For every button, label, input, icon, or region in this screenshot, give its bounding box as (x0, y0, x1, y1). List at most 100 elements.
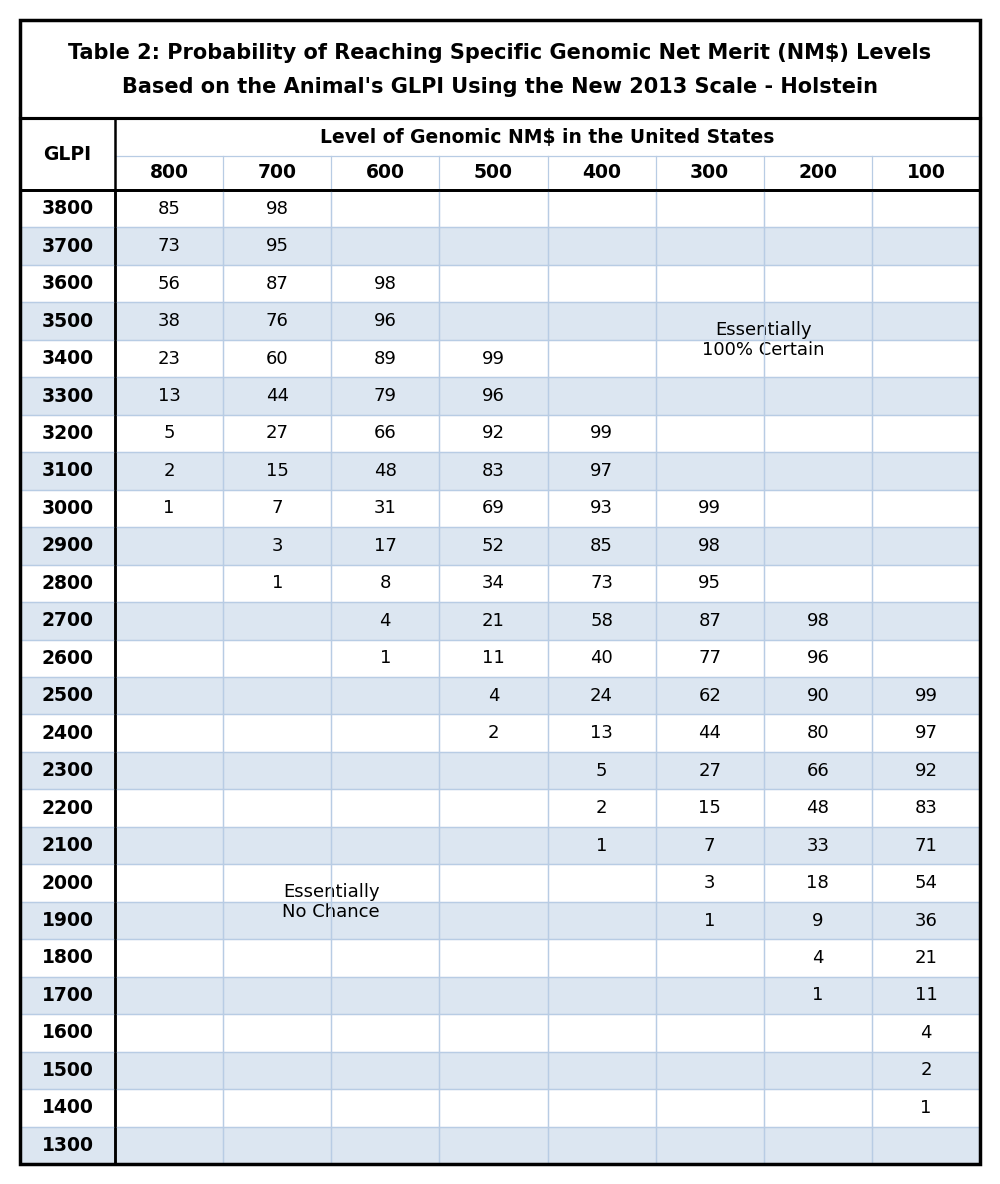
Bar (872, 565, 980, 603)
Bar (548, 189, 656, 227)
Bar (548, 565, 656, 603)
Bar (223, 378, 331, 414)
Text: 2500: 2500 (42, 687, 94, 706)
Text: 69: 69 (482, 500, 505, 517)
Text: Table 2: Probability of Reaching Specific Genomic Net Merit (NM$) Levels: Table 2: Probability of Reaching Specifi… (68, 43, 932, 63)
Bar (548, 156, 656, 189)
Bar (872, 378, 980, 414)
Text: 3: 3 (704, 874, 715, 892)
Text: Essentially: Essentially (283, 882, 380, 901)
Bar (223, 227, 331, 265)
Bar (223, 714, 331, 752)
Text: Essentially: Essentially (715, 321, 812, 339)
Bar (439, 1126, 548, 1164)
Bar (331, 864, 439, 902)
Bar (764, 227, 872, 265)
Bar (764, 340, 872, 378)
Bar (548, 902, 656, 939)
Bar (20, 340, 115, 378)
Bar (115, 452, 223, 490)
Bar (439, 414, 548, 452)
Bar (223, 639, 331, 677)
Bar (115, 565, 223, 603)
Text: 33: 33 (806, 837, 829, 855)
Bar (656, 1126, 764, 1164)
Bar (331, 902, 439, 939)
Bar (331, 265, 439, 302)
Text: 79: 79 (374, 387, 397, 405)
Text: 1800: 1800 (42, 948, 93, 967)
Bar (656, 826, 764, 864)
Bar (223, 414, 331, 452)
Bar (223, 1089, 331, 1126)
Text: 2900: 2900 (41, 536, 94, 555)
Text: 1700: 1700 (42, 986, 93, 1005)
Text: 8: 8 (380, 574, 391, 592)
Bar (115, 977, 223, 1015)
Bar (331, 752, 439, 790)
Bar (872, 790, 980, 826)
Bar (872, 452, 980, 490)
Bar (331, 603, 439, 639)
Bar (548, 1089, 656, 1126)
Text: 800: 800 (150, 163, 189, 182)
Text: 71: 71 (914, 837, 937, 855)
Text: 85: 85 (590, 536, 613, 555)
Bar (764, 527, 872, 565)
Bar (764, 826, 872, 864)
Bar (764, 565, 872, 603)
Bar (656, 189, 764, 227)
Bar (872, 302, 980, 340)
Bar (764, 902, 872, 939)
Bar (548, 752, 656, 790)
Bar (656, 677, 764, 714)
Bar (115, 939, 223, 977)
Text: 99: 99 (698, 500, 721, 517)
Text: 38: 38 (158, 313, 180, 330)
Text: 66: 66 (806, 761, 829, 779)
Bar (439, 527, 548, 565)
Bar (115, 118, 980, 156)
Bar (331, 939, 439, 977)
Text: 2600: 2600 (42, 649, 94, 668)
Bar (331, 302, 439, 340)
Bar (656, 156, 764, 189)
Bar (20, 265, 115, 302)
Bar (20, 565, 115, 603)
Bar (548, 826, 656, 864)
Text: 3400: 3400 (41, 349, 94, 368)
Text: 92: 92 (482, 425, 505, 443)
Bar (223, 864, 331, 902)
Text: 44: 44 (698, 725, 721, 742)
Bar (331, 826, 439, 864)
Text: 40: 40 (590, 649, 613, 668)
Bar (20, 1015, 115, 1051)
Bar (223, 527, 331, 565)
Bar (548, 378, 656, 414)
Text: 3500: 3500 (41, 311, 94, 330)
Bar (115, 1089, 223, 1126)
Bar (20, 378, 115, 414)
Bar (656, 864, 764, 902)
Text: 2100: 2100 (42, 836, 93, 855)
Bar (764, 156, 872, 189)
Bar (656, 414, 764, 452)
Text: 21: 21 (482, 612, 505, 630)
Bar (548, 939, 656, 977)
Text: 2: 2 (163, 462, 175, 480)
Bar (20, 864, 115, 902)
Bar (439, 378, 548, 414)
Bar (439, 1015, 548, 1051)
Bar (872, 864, 980, 902)
Bar (872, 1126, 980, 1164)
Text: 1300: 1300 (42, 1135, 94, 1154)
Bar (115, 677, 223, 714)
Text: 87: 87 (266, 275, 289, 292)
Bar (872, 1051, 980, 1089)
Bar (439, 156, 548, 189)
Text: 1500: 1500 (42, 1061, 93, 1080)
Bar (764, 1126, 872, 1164)
Text: 4: 4 (812, 948, 824, 967)
Text: 7: 7 (271, 500, 283, 517)
Text: 34: 34 (482, 574, 505, 592)
